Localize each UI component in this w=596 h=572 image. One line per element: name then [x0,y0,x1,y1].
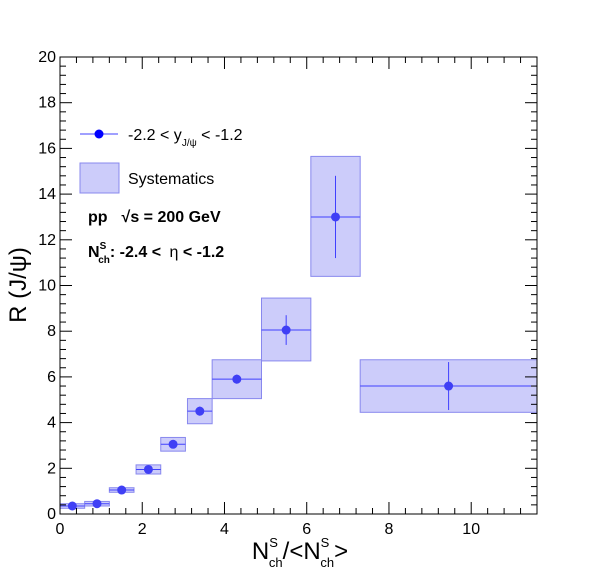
data-point-4 [168,439,178,449]
y-tick-label: 14 [38,186,56,203]
legend-series-label: -2.2 < yJ/ψ < -1.2 [128,127,243,149]
y-tick-label: 2 [47,460,56,477]
y-tick-label: 18 [38,95,56,112]
y-axis-title: R (J/ψ) [5,247,32,323]
data-point-0 [67,501,77,511]
x-tick-label: 10 [462,521,480,538]
x-tick-label: 4 [220,521,229,538]
data-point-2 [117,485,127,495]
legend-series-marker [94,129,104,139]
y-tick-label: 20 [38,49,56,66]
y-tick-label: 4 [47,415,56,432]
x-tick-label: 0 [56,521,65,538]
x-tick-label: 8 [385,521,394,538]
data-point-5 [195,406,205,416]
x-tick-labels: 0 2 4 6 8 10 [56,521,481,538]
data-point-8 [331,212,341,222]
axis-ticks [59,56,538,515]
y-tick-labels: 0 2 4 6 8 10 12 14 16 18 20 [38,49,56,523]
y-tick-label: 6 [47,369,56,386]
legend-systematics-label: Systematics [128,171,214,188]
x-tick-label: 2 [138,521,147,538]
data-point-1 [92,499,102,509]
annotation-energy: pp √s = 200 GeV [88,209,221,226]
data-point-6 [232,374,242,384]
annotation-eta-range: NS ch: -2.4 < η < -1.2 [88,241,224,266]
data-point-9 [444,381,454,391]
data-point-7 [281,325,291,335]
y-tick-label: 0 [47,506,56,523]
y-tick-label: 10 [38,278,56,295]
y-tick-label: 8 [47,323,56,340]
x-tick-label: 6 [302,521,311,538]
y-tick-label: 16 [38,140,56,157]
y-tick-label: 12 [38,232,56,249]
annotation: pp √s = 200 GeV NS ch: -2.4 < η < -1.2 [88,209,224,266]
data-point-3 [143,464,153,474]
legend-systematics-swatch [79,162,120,194]
data-markers [67,212,454,511]
x-axis-title: NS ch/<NS ch> [252,535,348,570]
legend: -2.2 < yJ/ψ < -1.2 Systematics [79,127,243,194]
